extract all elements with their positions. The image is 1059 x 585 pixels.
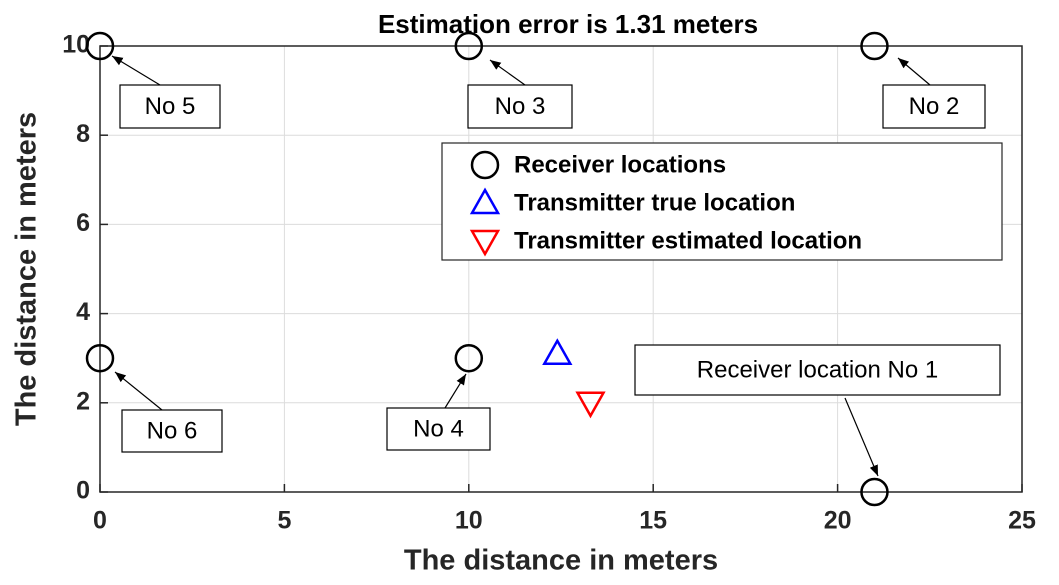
legend-label: Receiver locations xyxy=(514,151,726,178)
legend-marker xyxy=(469,187,501,215)
y-tick-label: 6 xyxy=(76,209,90,237)
marker xyxy=(860,477,889,507)
y-axis-label: The distance in meters xyxy=(11,112,43,426)
annotation: No 5 xyxy=(145,93,196,120)
annotation-arrow xyxy=(897,57,931,86)
annotation-arrow xyxy=(114,371,163,411)
legend-label: Transmitter true location xyxy=(514,189,795,216)
annotation: Receiver location No 1 xyxy=(697,356,938,383)
annotation-arrow xyxy=(844,397,879,477)
y-tick-label: 0 xyxy=(76,477,90,505)
legend-box xyxy=(441,142,1003,261)
y-tick-label: 8 xyxy=(76,120,90,148)
legend-marker xyxy=(469,229,501,257)
marker xyxy=(542,338,573,365)
annotation-box xyxy=(386,407,491,451)
marker xyxy=(860,31,889,61)
x-axis-label: The distance in meters xyxy=(404,545,718,577)
annotation-box xyxy=(119,84,221,129)
marker xyxy=(454,31,484,61)
x-tick-label: 20 xyxy=(824,507,852,535)
x-tick-label: 15 xyxy=(639,507,667,535)
marker xyxy=(454,343,484,373)
legend-label: Transmitter estimated location xyxy=(514,227,862,254)
marker xyxy=(85,343,115,373)
x-tick-label: 10 xyxy=(455,507,483,535)
annotation-box xyxy=(882,84,986,129)
chart-title: Estimation error is 1.31 meters xyxy=(378,9,758,39)
annotation: No 3 xyxy=(495,93,546,120)
annotation-arrow xyxy=(444,373,467,409)
y-tick-label: 4 xyxy=(76,298,90,326)
annotation: No 4 xyxy=(413,415,464,442)
annotation-arrow xyxy=(489,59,526,86)
x-tick-label: 5 xyxy=(277,507,291,535)
annotation-box xyxy=(467,84,573,129)
plot-frame xyxy=(99,45,1023,493)
y-tick-label: 10 xyxy=(62,31,90,59)
annotation: No 6 xyxy=(147,417,198,444)
annotation-arrow xyxy=(111,55,161,86)
x-tick-label: 25 xyxy=(1008,507,1036,535)
annotation: No 2 xyxy=(909,93,960,120)
y-tick-label: 2 xyxy=(76,387,90,415)
annotation-box xyxy=(634,344,1001,396)
x-tick-label: 0 xyxy=(93,507,107,535)
marker xyxy=(85,31,115,61)
annotation-box xyxy=(121,409,223,453)
marker xyxy=(575,391,606,419)
legend-marker xyxy=(470,150,500,180)
